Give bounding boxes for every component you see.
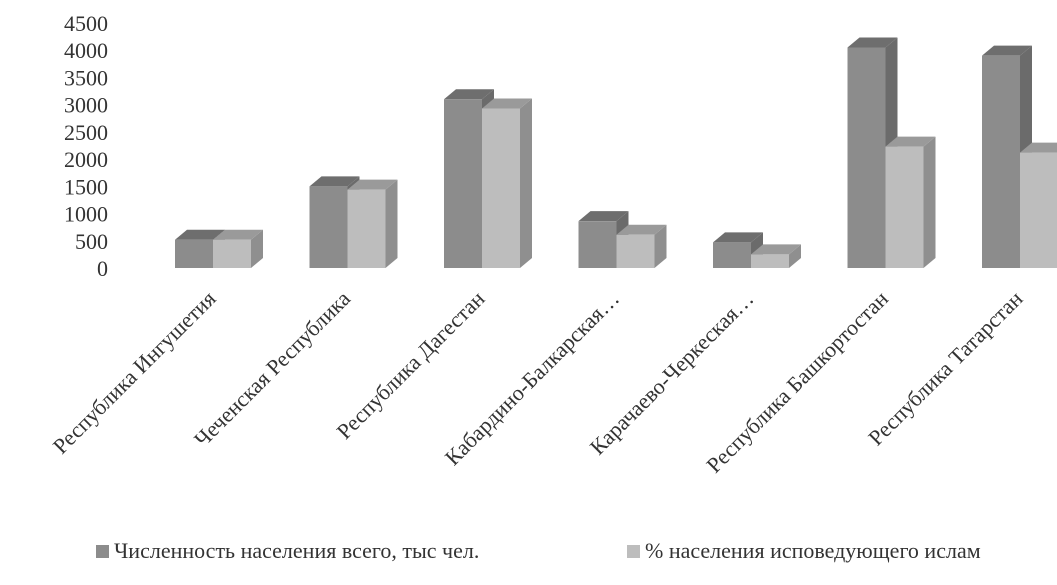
y-tick-label: 3500 [64,65,108,90]
legend-item-series-1: Численность населения всего, тыс чел. [96,538,479,564]
bar-side [789,244,801,268]
bar-series-2-6 [885,136,936,268]
bars [175,37,1057,268]
bar-front [444,99,482,268]
bar-side [654,224,667,268]
legend-item-series-2: % населения исповедующего ислам [627,538,981,564]
bar-front [713,242,751,268]
bar-top [578,211,629,222]
bar-top [175,229,225,240]
x-tick-label: Республика Татарстан [863,286,1028,451]
bar-front [616,234,655,268]
bar-series-2-7 [1020,142,1057,268]
bar-front [347,189,386,268]
bar-series-2-2 [347,179,398,268]
legend-label-series-2: % населения исповедующего ислам [645,538,981,563]
legend-swatch-series-2 [627,544,640,558]
bar-front [885,146,924,268]
y-tick-label: 500 [75,229,108,254]
legend-swatch-series-1 [96,544,109,558]
bar-top [982,45,1032,56]
bar-side [520,98,532,268]
bar-top [847,37,898,48]
bar-series-2-1 [213,229,263,268]
bar-top [482,98,532,109]
x-tick-label: Республика Дагестан [331,286,489,444]
bar-side [385,179,398,268]
y-tick-label: 2500 [64,120,108,145]
y-tick-label: 4500 [64,11,108,36]
bar-front [175,239,213,268]
bar-top [309,176,360,187]
bar-front [982,55,1020,268]
bar-front [482,108,520,268]
bar-front [578,221,617,268]
bar-front [1020,152,1057,268]
bar-front [309,186,348,268]
bar-top [616,224,667,235]
legend-label-series-1: Численность населения всего, тыс чел. [114,538,480,563]
bar-side [923,136,936,268]
bar-top [444,89,494,100]
bar-top [751,244,801,255]
y-tick-label: 1500 [64,174,108,199]
bar-front [751,254,789,268]
bar-front [847,47,886,268]
bar-front [213,239,251,268]
x-tick-label: Чеченская Республика [189,286,355,452]
bar-top [713,232,763,243]
bar-top [347,179,398,190]
y-tick-label: 2000 [64,147,108,172]
bar-series-2-5 [751,244,801,268]
y-tick-label: 3000 [64,93,108,118]
bar-top [885,136,936,147]
bar-series-2-3 [482,98,532,268]
y-tick-label: 1000 [64,202,108,227]
bar-top [213,229,263,240]
y-tick-label: 4000 [64,38,108,63]
y-tick-label: 0 [97,256,108,281]
bar-series-2-4 [616,224,667,268]
bar-top [1020,142,1057,153]
legend: Численность населения всего, тыс чел. % … [0,538,1057,578]
bar-side [251,229,263,268]
